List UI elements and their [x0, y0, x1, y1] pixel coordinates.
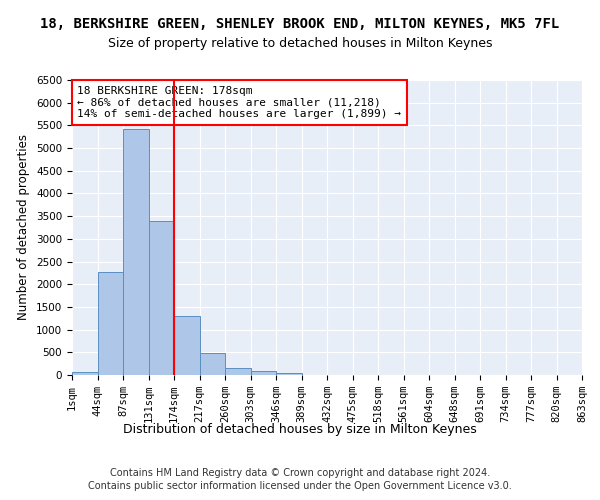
Text: 18 BERKSHIRE GREEN: 178sqm
← 86% of detached houses are smaller (11,218)
14% of : 18 BERKSHIRE GREEN: 178sqm ← 86% of deta… — [77, 86, 401, 119]
Text: Size of property relative to detached houses in Milton Keynes: Size of property relative to detached ho… — [108, 38, 492, 51]
Bar — [225, 368, 251, 375]
Bar — [174, 316, 199, 375]
Text: Contains public sector information licensed under the Open Government Licence v3: Contains public sector information licen… — [88, 481, 512, 491]
Bar — [149, 220, 174, 375]
Text: 18, BERKSHIRE GREEN, SHENLEY BROOK END, MILTON KEYNES, MK5 7FL: 18, BERKSHIRE GREEN, SHENLEY BROOK END, … — [40, 18, 560, 32]
Bar — [251, 372, 276, 375]
Bar — [123, 128, 149, 375]
Bar — [276, 372, 302, 375]
Bar — [72, 372, 97, 375]
Bar — [199, 353, 225, 375]
Y-axis label: Number of detached properties: Number of detached properties — [17, 134, 31, 320]
Text: Distribution of detached houses by size in Milton Keynes: Distribution of detached houses by size … — [123, 422, 477, 436]
Text: Contains HM Land Registry data © Crown copyright and database right 2024.: Contains HM Land Registry data © Crown c… — [110, 468, 490, 477]
Bar — [97, 272, 123, 375]
